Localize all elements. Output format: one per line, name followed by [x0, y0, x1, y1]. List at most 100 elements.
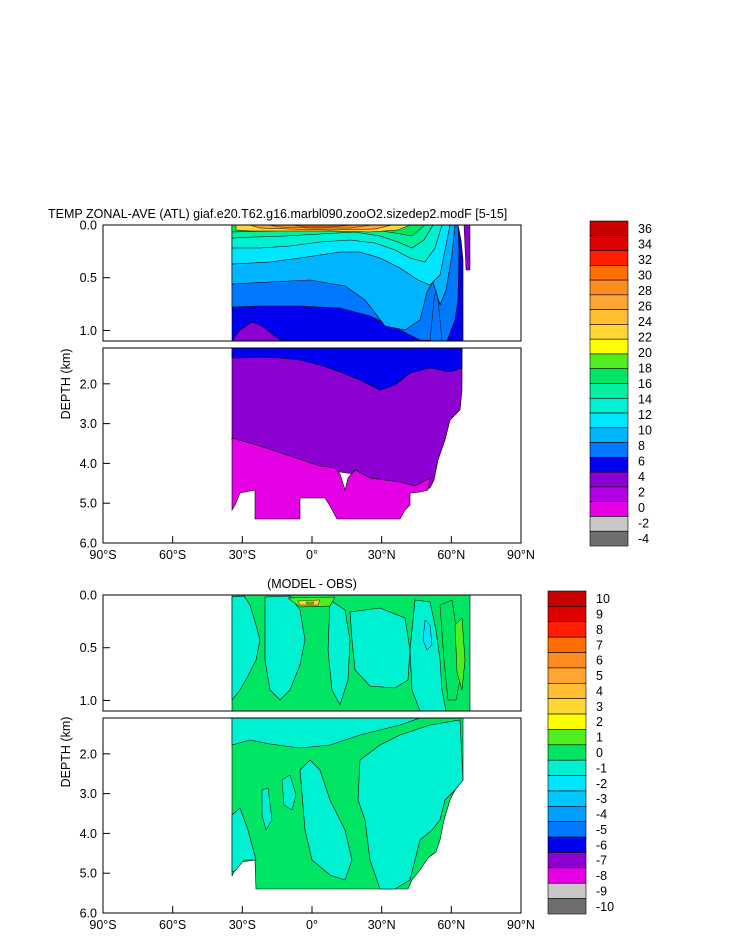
temperature-field-upper [231, 225, 471, 341]
colorbar-swatch [589, 397, 629, 414]
colorbar-swatch [589, 383, 629, 399]
colorbar-label: 6 [596, 654, 603, 668]
colorbar-swatch [589, 338, 629, 355]
colorbar-swatch [547, 867, 587, 884]
colorbar-label: 9 [596, 608, 603, 622]
colorbar-swatch [547, 898, 587, 915]
colorbar-swatch [547, 806, 587, 823]
colorbar-swatch [589, 486, 629, 502]
x-tick-label: 30°S [229, 548, 256, 562]
x-tick-label: 30°N [368, 548, 396, 562]
colorbar-swatch [547, 744, 587, 761]
y-tick-label: 4.0 [80, 457, 97, 471]
x-tick-label: 60°S [159, 918, 186, 932]
colorbar-label: -3 [596, 792, 607, 806]
colorbar-swatch [547, 836, 587, 853]
colorbar-label: 34 [638, 238, 652, 252]
colorbar-swatch [547, 713, 587, 730]
colorbar-swatch [547, 590, 587, 607]
colorbar-label: 2 [596, 715, 603, 729]
y-tick-label: 6.0 [80, 537, 97, 551]
y-tick-label: 3.0 [80, 787, 97, 801]
colorbar-swatch [547, 667, 587, 684]
colorbar-label: 28 [638, 284, 652, 298]
colorbar-swatch [589, 235, 629, 251]
colorbar-label: -6 [596, 838, 607, 852]
colorbar-swatch [589, 250, 629, 266]
y-axis-label-1: DEPTH (km) [59, 349, 73, 420]
colorbar-label: 36 [638, 222, 652, 236]
colorbar-label: 26 [638, 300, 652, 314]
x-tick-label: 90°S [89, 548, 116, 562]
colorbar-swatch [589, 353, 629, 370]
colorbar-label: -2 [638, 516, 649, 530]
y-tick-label: 0.5 [80, 641, 97, 655]
colorbar-label: 7 [596, 638, 603, 652]
x-tick-label: 60°S [159, 548, 186, 562]
y-tick-label: 5.0 [80, 867, 97, 881]
y-tick-label: 6.0 [80, 907, 97, 921]
colorbar-label: 10 [638, 423, 652, 437]
colorbar-swatch [589, 294, 629, 310]
colorbar-label: -7 [596, 854, 607, 868]
colorbar-swatch [589, 265, 629, 281]
colorbar-label: 4 [638, 470, 645, 484]
colorbar-swatch [547, 698, 587, 715]
chart-title-1: TEMP ZONAL-AVE (ATL) giaf.e20.T62.g16.ma… [48, 207, 507, 221]
colorbar-label: -2 [596, 777, 607, 791]
colorbar-swatch [547, 775, 587, 792]
colorbar-label: 8 [638, 439, 645, 453]
colorbar-label: 22 [638, 331, 652, 345]
difference-field-upper [231, 595, 471, 711]
colorbar-swatch [547, 882, 587, 899]
x-tick-label: 90°S [89, 918, 116, 932]
colorbar-label: 4 [596, 684, 603, 698]
colorbar-swatch [547, 790, 587, 807]
x-tick-label: 0° [306, 548, 318, 562]
colorbar-swatch [589, 220, 629, 237]
temperature-field-lower [231, 348, 463, 520]
colorbar-label: 5 [596, 669, 603, 683]
colorbar-swatch [589, 279, 629, 296]
colorbar-label: 8 [596, 623, 603, 637]
colorbar-swatch [589, 516, 629, 532]
chart-title-2: (MODEL - OBS) [267, 577, 357, 591]
colorbar-label: -5 [596, 823, 607, 837]
colorbar-label: -9 [596, 884, 607, 898]
colorbar-swatch [589, 457, 629, 473]
x-tick-label: 60°N [437, 918, 465, 932]
x-tick-label: 90°N [507, 918, 535, 932]
y-tick-label: 0.0 [80, 589, 97, 603]
colorbar-swatch [589, 309, 629, 325]
colorbar-label: -4 [638, 532, 649, 546]
x-tick-label: 30°N [368, 918, 396, 932]
colorbar-label: 20 [638, 346, 652, 360]
y-tick-label: 2.0 [80, 747, 97, 761]
colorbar-label: 14 [638, 392, 652, 406]
colorbar-swatch [589, 427, 629, 443]
colorbar-swatch [589, 471, 629, 488]
colorbar-swatch [547, 852, 587, 869]
colorbar-label: -10 [596, 900, 614, 914]
colorbar-swatch [547, 729, 587, 746]
colorbar-label: 24 [638, 315, 652, 329]
colorbar-swatch [589, 324, 629, 340]
colorbar-swatch [547, 606, 587, 623]
y-tick-label: 3.0 [80, 417, 97, 431]
x-tick-label: 30°S [229, 918, 256, 932]
colorbar-swatch [589, 530, 629, 547]
colorbar-swatch [589, 412, 629, 429]
colorbar-swatch [589, 442, 629, 458]
axes-panel-2: 90°S 60°S 30°S 0° 30°N 60°N 90°N 0.0 0.5 1.0 2.0 3.… [80, 589, 535, 933]
colorbar-label: 1 [596, 731, 603, 745]
colorbar-swatch [589, 501, 629, 517]
colorbar-swatch [589, 368, 629, 384]
colorbar-label: 18 [638, 362, 652, 376]
colorbar-label: 6 [638, 454, 645, 468]
y-tick-label: 0.5 [80, 271, 97, 285]
colorbar-label: 0 [638, 501, 645, 515]
y-tick-label: 1.0 [80, 694, 97, 708]
